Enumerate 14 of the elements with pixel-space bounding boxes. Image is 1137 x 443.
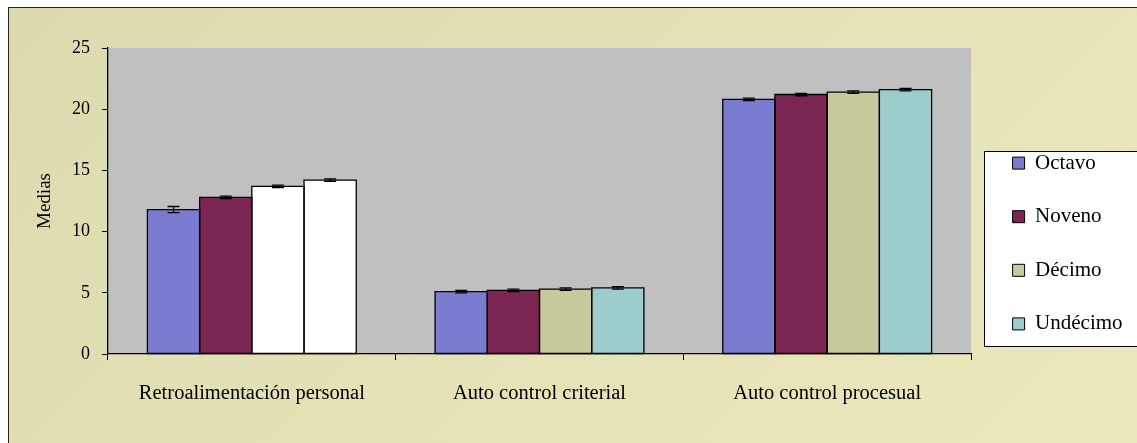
y-axis-title: Medias	[33, 173, 55, 229]
x-tick-label: Auto control procesual	[733, 380, 922, 404]
legend-label: Décimo	[1035, 256, 1102, 281]
y-tick-label: 0	[81, 342, 90, 363]
legend-label: Noveno	[1035, 203, 1102, 228]
y-tick-label: 10	[72, 220, 90, 241]
legend-label: Octavo	[1035, 149, 1096, 174]
legend-label: Undécimo	[1035, 310, 1123, 335]
y-tick-label: 20	[72, 97, 90, 118]
x-tick-label: Retroalimentación personal	[138, 380, 366, 404]
y-tick-label: 15	[72, 159, 90, 180]
y-tick-label: 25	[72, 36, 90, 57]
y-tick-label: 5	[81, 281, 90, 302]
x-tick-label: Auto control criterial	[452, 380, 627, 403]
